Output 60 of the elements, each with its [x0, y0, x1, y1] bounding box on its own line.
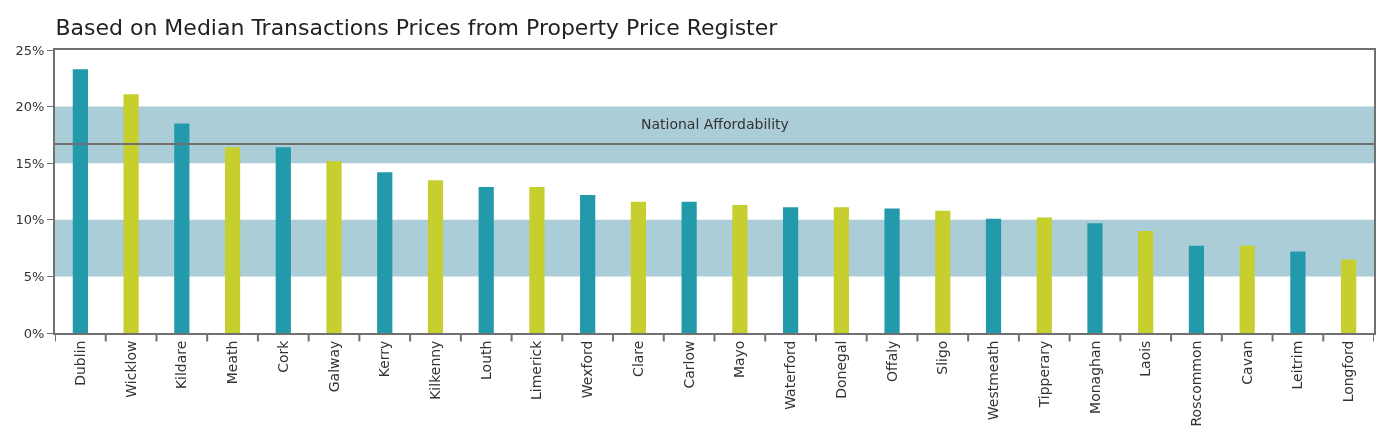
bar	[478, 186, 494, 333]
x-tick-label: Limerick	[528, 339, 545, 400]
x-tick-label: Louth	[477, 340, 494, 380]
bar	[935, 210, 951, 333]
x-tick-label: Clare	[629, 340, 646, 377]
bar	[580, 194, 596, 333]
x-tick-label: Sligo	[934, 340, 951, 375]
x-tick-label: Donegal	[832, 340, 849, 399]
x-tick-label: Wicklow	[122, 340, 139, 398]
bar	[884, 208, 900, 333]
chart-title: Based on Median Transactions Prices from Property Price Register	[55, 15, 779, 41]
bar	[681, 201, 697, 333]
x-tick-label: Longford	[1340, 340, 1357, 403]
x-tick-label: Kerry	[376, 340, 393, 378]
x-tick-label: Laois	[1137, 340, 1154, 377]
x-tick-label: Tipperary	[1035, 340, 1052, 409]
bar	[833, 207, 849, 333]
x-tick-label: Carlow	[680, 340, 697, 389]
x-tick-label: Roscommon	[1187, 340, 1204, 427]
bar	[529, 186, 545, 333]
bar	[1341, 259, 1357, 333]
bar	[123, 94, 139, 333]
x-tick-label: Kilkenny	[427, 340, 444, 400]
y-tick-label: 10%	[15, 212, 45, 228]
bar	[1087, 223, 1103, 333]
bar	[377, 172, 393, 333]
x-tick-label: Offaly	[883, 340, 900, 383]
bar	[732, 205, 748, 333]
bar	[174, 123, 190, 333]
x-tick-label: Galway	[325, 340, 342, 393]
x-tick-label: Cork	[274, 339, 291, 373]
bar	[224, 147, 241, 333]
bar	[985, 218, 1002, 333]
y-tick-label: 20%	[15, 99, 45, 115]
bar	[275, 147, 291, 333]
x-tick-label: Mayo	[731, 340, 748, 379]
bar	[1290, 251, 1306, 333]
x-tick-label: Waterford	[782, 340, 799, 410]
bar	[782, 207, 799, 333]
x-tick-label: Cavan	[1238, 340, 1255, 385]
x-tick-label: Monaghan	[1086, 340, 1103, 414]
bar	[1188, 245, 1205, 333]
y-tick-label: 0%	[23, 325, 45, 341]
y-tick-label: 15%	[15, 155, 45, 171]
bar	[1239, 245, 1255, 333]
x-tick-label: Westmeath	[985, 340, 1002, 421]
bar	[72, 69, 88, 333]
bar	[1138, 231, 1154, 333]
bar	[326, 160, 342, 333]
ref-line-label: National Affordability	[641, 116, 789, 132]
y-tick-label: 5%	[23, 268, 45, 284]
y-tick-label: 25%	[15, 42, 45, 58]
x-tick-label: Wexford	[579, 340, 596, 399]
x-tick-label: Leitrim	[1289, 340, 1306, 390]
x-tick-label: Dublin	[71, 340, 88, 386]
x-tick-label: Kildare	[173, 340, 190, 390]
x-tick-label: Meath	[224, 340, 241, 385]
bar	[1036, 217, 1052, 333]
bar	[427, 180, 444, 333]
bar	[630, 201, 647, 333]
